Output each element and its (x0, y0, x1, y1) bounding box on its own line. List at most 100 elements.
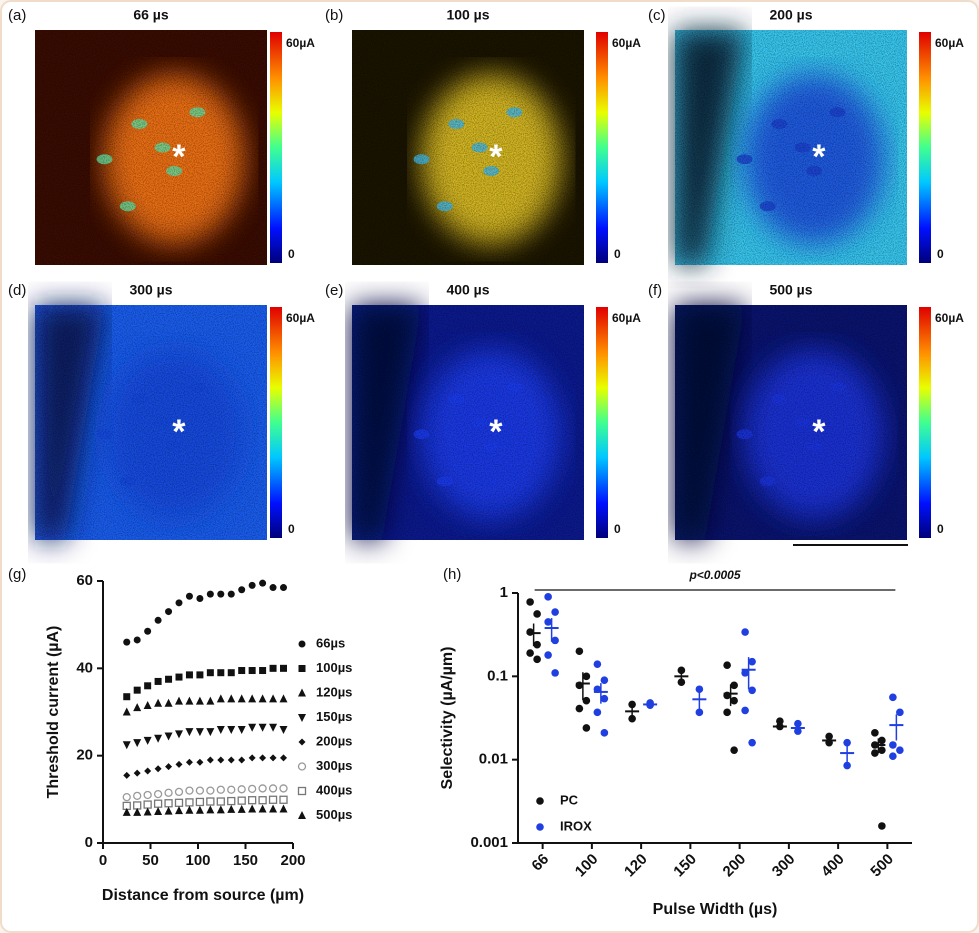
x-tick-label: 200 (280, 852, 305, 869)
panel-label: (b) (325, 7, 343, 24)
panel-title: 300 µs (129, 282, 172, 298)
data-point (154, 807, 163, 816)
data-point (730, 746, 738, 754)
colorbar (270, 307, 282, 538)
colorbar-min-label: 0 (288, 522, 295, 536)
legend-label: 150µs (316, 709, 352, 724)
data-point (144, 627, 152, 635)
legend-label: 100µs (316, 660, 352, 675)
asterisk: * (172, 138, 186, 176)
legend-marker (298, 811, 306, 819)
data-point (216, 785, 225, 794)
legend-label: PC (560, 792, 579, 807)
data-point (889, 693, 897, 702)
data-point (227, 796, 236, 806)
panel-title: 400 µs (446, 282, 489, 298)
data-point (748, 738, 756, 747)
panel-label: (d) (8, 282, 26, 299)
x-tick-label: 0 (99, 852, 107, 869)
legend-label: 200µs (316, 733, 352, 748)
data-point (248, 804, 257, 813)
data-point (154, 616, 162, 624)
data-point (122, 741, 131, 750)
data-point (123, 771, 131, 779)
data-point (154, 765, 162, 773)
data-point (825, 732, 833, 741)
data-point (575, 647, 584, 656)
colorbar (596, 307, 608, 538)
panel-label: (f) (648, 282, 662, 299)
data-point (165, 763, 173, 771)
legend-label: 500µs (316, 807, 352, 822)
data-point (227, 694, 236, 703)
data-point (206, 786, 215, 795)
legend-label: 66µs (316, 635, 345, 650)
data-point (741, 706, 749, 715)
data-point (533, 655, 541, 664)
data-point (196, 671, 204, 679)
image-panel (35, 30, 267, 265)
data-point (677, 666, 686, 675)
data-point (237, 796, 246, 805)
data-point (133, 801, 142, 810)
data-point (582, 696, 591, 705)
significance-label: p<0.0005 (688, 568, 740, 582)
data-point (174, 798, 184, 807)
data-point (551, 669, 559, 677)
heatmap-noise (675, 305, 907, 540)
panel-label: (h) (443, 566, 461, 583)
panel-title: 100 µs (446, 7, 489, 23)
asterisk: * (172, 413, 186, 451)
data-point (544, 618, 552, 626)
data-point (154, 677, 162, 685)
data-point (196, 594, 204, 602)
data-point (206, 756, 214, 764)
data-point (544, 651, 552, 659)
data-point (730, 696, 738, 705)
y-tick-label: 20 (76, 747, 93, 764)
data-point (280, 754, 287, 762)
data-point (185, 592, 193, 600)
data-point (217, 669, 225, 677)
data-point (227, 590, 235, 598)
x-tick-label: 50 (142, 852, 159, 869)
colorbar (919, 307, 931, 538)
colorbar-max-label: 60µA (935, 36, 964, 50)
data-point (551, 608, 559, 616)
colorbar-min-label: 0 (614, 247, 621, 261)
data-point (600, 676, 609, 684)
data-point (237, 804, 246, 813)
data-point (175, 730, 183, 739)
data-point (279, 725, 288, 734)
data-point (237, 725, 246, 734)
y-tick-label: 0 (85, 834, 93, 851)
image-panel (675, 30, 907, 265)
data-point (593, 708, 602, 717)
data-point (217, 756, 225, 764)
data-point (185, 786, 194, 795)
data-point (195, 797, 205, 807)
data-point (196, 758, 204, 766)
data-point (723, 708, 731, 717)
data-point (279, 694, 288, 703)
data-point (144, 682, 152, 690)
y-axis-label: Threshold current (µA) (45, 626, 62, 799)
data-point (154, 698, 163, 707)
data-point (248, 723, 257, 732)
data-point (216, 797, 225, 806)
heatmap-noise (35, 30, 267, 265)
data-point (143, 736, 152, 745)
x-tick-label: 100 (185, 852, 210, 869)
data-point (133, 686, 141, 694)
panel-label: (c) (648, 7, 666, 24)
colorbar-max-label: 60µA (935, 311, 964, 325)
data-point (227, 785, 236, 794)
data-point (843, 738, 851, 747)
data-point (695, 708, 704, 717)
legend-marker (297, 786, 307, 796)
data-point (165, 608, 173, 616)
data-point (889, 741, 897, 749)
data-point (748, 686, 756, 695)
data-point (268, 784, 278, 793)
data-point (175, 696, 183, 705)
